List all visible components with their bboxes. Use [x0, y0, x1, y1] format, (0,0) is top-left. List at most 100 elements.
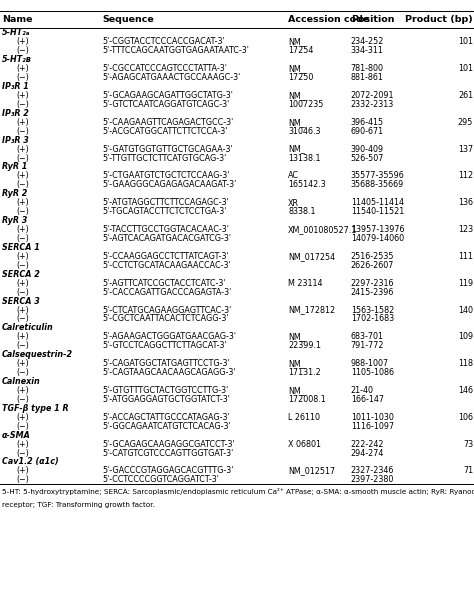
Text: 35577-35596: 35577-35596: [351, 172, 404, 181]
Text: NM_: NM_: [288, 118, 305, 127]
Text: 5'-CCTCTGCATACAAGAACCAC-3': 5'-CCTCTGCATACAAGAACCAC-3': [102, 261, 230, 270]
Text: 988-1007: 988-1007: [351, 359, 389, 368]
Text: 106: 106: [458, 413, 473, 422]
Text: Calsequestrin-2: Calsequestrin-2: [2, 350, 73, 359]
Text: 2516-2535: 2516-2535: [351, 252, 394, 261]
Text: 2297-2316: 2297-2316: [351, 279, 394, 288]
Text: 8338.1: 8338.1: [288, 207, 316, 216]
Text: 690-671: 690-671: [351, 126, 384, 135]
Text: IP₃R 3: IP₃R 3: [2, 135, 29, 144]
Text: TGF-β type 1 R: TGF-β type 1 R: [2, 404, 69, 413]
Text: 101: 101: [458, 37, 473, 46]
Text: (+): (+): [16, 332, 29, 341]
Text: 5'-GCAGAAGCAGATTGGCTATG-3': 5'-GCAGAAGCAGATTGGCTATG-3': [102, 91, 233, 100]
Text: 5'-GATGTGGTGTTGCTGCAGAA-3': 5'-GATGTGGTGTTGCTGCAGAA-3': [102, 144, 233, 154]
Text: 5'-CGGTACCTCCCACCGACAT-3': 5'-CGGTACCTCCCACCGACAT-3': [102, 37, 225, 46]
Text: 111: 111: [458, 252, 473, 261]
Text: (−): (−): [16, 314, 29, 323]
Text: (−): (−): [16, 476, 29, 485]
Text: 5'-AGTTCATCCGCTACCTCATC-3': 5'-AGTTCATCCGCTACCTCATC-3': [102, 279, 226, 288]
Text: 5'-GCAGAGCAAGAGGCGATCCT-3': 5'-GCAGAGCAAGAGGCGATCCT-3': [102, 439, 235, 448]
Text: 5'-GTCCTCAGGCTTCTTAGCAT-3': 5'-GTCCTCAGGCTTCTTAGCAT-3': [102, 341, 227, 350]
Text: 118: 118: [458, 359, 473, 368]
Text: (+): (+): [16, 305, 29, 314]
Text: Sequence: Sequence: [102, 15, 154, 23]
Text: 5'-GAAGGGCAGAGAGACAAGAT-3': 5'-GAAGGGCAGAGAGACAAGAT-3': [102, 181, 236, 190]
Text: 781-800: 781-800: [351, 64, 384, 73]
Text: 1007235: 1007235: [288, 100, 324, 109]
Text: (−): (−): [16, 422, 29, 430]
Text: 22399.1: 22399.1: [288, 341, 321, 350]
Text: 2072-2091: 2072-2091: [351, 91, 394, 100]
Text: 112: 112: [458, 172, 473, 181]
Text: (+): (+): [16, 439, 29, 448]
Text: 5'-TGCAGTACCTTCTCTCCTGA-3': 5'-TGCAGTACCTTCTCTCCTGA-3': [102, 207, 226, 216]
Text: 222-242: 222-242: [351, 439, 384, 448]
Text: 5'-CGCCATCCCAGTCCCTATTA-3': 5'-CGCCATCCCAGTCCCTATTA-3': [102, 64, 227, 73]
Text: 5'-TACCTTGCCTGGTACACAAC-3': 5'-TACCTTGCCTGGTACACAAC-3': [102, 225, 229, 234]
Text: 5'-GGCAGAATCATGTCTCACAG-3': 5'-GGCAGAATCATGTCTCACAG-3': [102, 422, 230, 430]
Text: AC: AC: [288, 172, 299, 181]
Text: L 26110: L 26110: [288, 413, 320, 422]
Text: 5'-CACCAGATTGACCCAGAGTA-3': 5'-CACCAGATTGACCCAGAGTA-3': [102, 288, 231, 297]
Text: 5'-TTTCCAGCAATGGTGAGAATAATC-3': 5'-TTTCCAGCAATGGTGAGAATAATC-3': [102, 46, 249, 55]
Text: NM_012517: NM_012517: [288, 467, 335, 476]
Text: 123: 123: [458, 225, 473, 234]
Text: (−): (−): [16, 46, 29, 55]
Text: (−): (−): [16, 395, 29, 404]
Text: 261: 261: [458, 91, 473, 100]
Text: NM_: NM_: [288, 37, 305, 46]
Text: Calnexin: Calnexin: [2, 377, 41, 386]
Text: 165142.3: 165142.3: [288, 181, 326, 190]
Text: (+): (+): [16, 467, 29, 476]
Text: 5'-ATGTAGGCTTCTTCCAGAGC-3': 5'-ATGTAGGCTTCTTCCAGAGC-3': [102, 198, 228, 207]
Text: (−): (−): [16, 73, 29, 82]
Text: 396-415: 396-415: [351, 118, 384, 127]
Text: (+): (+): [16, 252, 29, 261]
Text: IP₃R 1: IP₃R 1: [2, 82, 29, 91]
Text: 146: 146: [458, 386, 473, 395]
Text: (−): (−): [16, 448, 29, 458]
Text: X 06801: X 06801: [288, 439, 321, 448]
Text: 5'-AGAAGACTGGGATGAACGAG-3': 5'-AGAAGACTGGGATGAACGAG-3': [102, 332, 236, 341]
Text: 881-861: 881-861: [351, 73, 383, 82]
Text: RyR 1: RyR 1: [2, 163, 27, 172]
Text: NM_172812: NM_172812: [288, 305, 335, 314]
Text: 5'-CAGATGGCTATGAGTTCCTG-3': 5'-CAGATGGCTATGAGTTCCTG-3': [102, 359, 229, 368]
Text: 140: 140: [458, 305, 473, 314]
Text: NM_: NM_: [288, 386, 305, 395]
Text: (+): (+): [16, 359, 29, 368]
Text: 683-701: 683-701: [351, 332, 384, 341]
Text: 136: 136: [458, 198, 473, 207]
Text: Calreticulin: Calreticulin: [2, 323, 54, 332]
Text: 17254: 17254: [288, 46, 314, 55]
Text: 5'-CGCTCAATTACACTCTCAGG-3': 5'-CGCTCAATTACACTCTCAGG-3': [102, 314, 228, 323]
Text: 137: 137: [458, 144, 473, 154]
Text: 295: 295: [458, 118, 473, 127]
Text: 2332-2313: 2332-2313: [351, 100, 394, 109]
Text: 13957-13976: 13957-13976: [351, 225, 404, 234]
Text: (+): (+): [16, 91, 29, 100]
Text: XR_: XR_: [288, 198, 303, 207]
Text: 5'-CTGAATGTCTGCTCTCCAAG-3': 5'-CTGAATGTCTGCTCTCCAAG-3': [102, 172, 229, 181]
Text: (+): (+): [16, 64, 29, 73]
Text: NM_: NM_: [288, 91, 305, 100]
Text: 5'-ACCAGCTATTGCCCATAGAG-3': 5'-ACCAGCTATTGCCCATAGAG-3': [102, 413, 229, 422]
Text: 5'-AGAGCATGAAACTGCCAAAGC-3': 5'-AGAGCATGAAACTGCCAAAGC-3': [102, 73, 240, 82]
Text: 1116-1097: 1116-1097: [351, 422, 394, 430]
Text: (+): (+): [16, 279, 29, 288]
Text: 13138.1: 13138.1: [288, 154, 321, 163]
Text: (−): (−): [16, 368, 29, 377]
Text: (−): (−): [16, 154, 29, 163]
Text: 11540-11521: 11540-11521: [351, 207, 404, 216]
Text: NM_017254: NM_017254: [288, 252, 335, 261]
Text: Product (bp): Product (bp): [405, 15, 473, 23]
Text: 172008.1: 172008.1: [288, 395, 326, 404]
Text: (+): (+): [16, 144, 29, 154]
Text: IP₃R 2: IP₃R 2: [2, 109, 29, 118]
Text: 5'-ACGCATGGCATTCTTCTCCA-3': 5'-ACGCATGGCATTCTTCTCCA-3': [102, 126, 228, 135]
Text: 101: 101: [458, 64, 473, 73]
Text: 1011-1030: 1011-1030: [351, 413, 393, 422]
Text: 526-507: 526-507: [351, 154, 384, 163]
Text: 234-252: 234-252: [351, 37, 384, 46]
